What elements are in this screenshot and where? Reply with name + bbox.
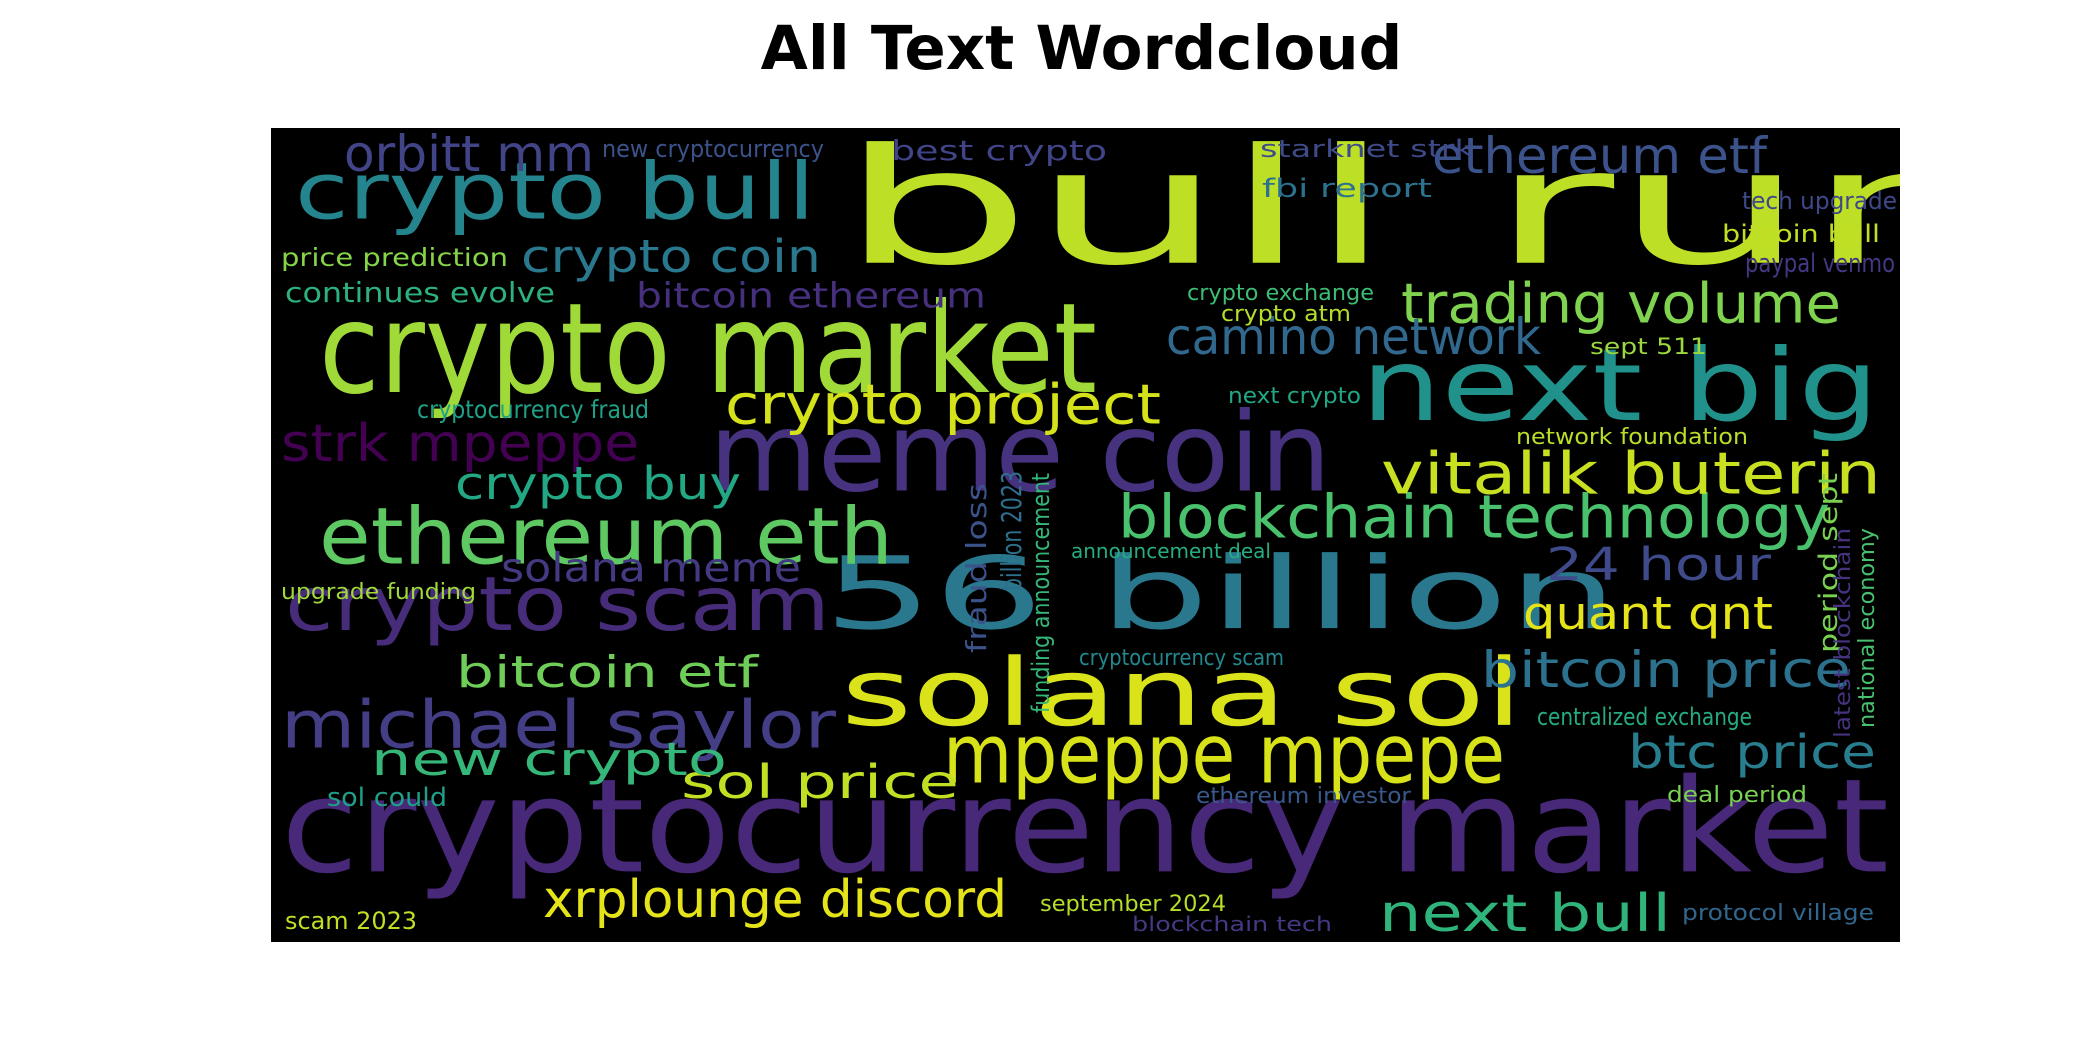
- word-quant-qnt: quant qnt: [1523, 587, 1773, 641]
- word-strk-mpeppe: strk mpeppe: [281, 412, 639, 474]
- word-sol-could: sol could: [327, 781, 447, 813]
- word-mpeppe-mpepe: mpeppe mpepe: [943, 707, 1505, 803]
- word-vitalik-buterin: vitalik buterin: [1381, 439, 1881, 508]
- word-orbitt-mm: orbitt mm: [344, 128, 594, 184]
- word-solana-meme: solana meme: [501, 544, 801, 592]
- word-crypto-atm: crypto atm: [1221, 300, 1351, 327]
- word-deal-period: deal period: [1667, 781, 1807, 808]
- word-michael-saylor: michael saylor: [281, 686, 836, 764]
- word-bitcoin-ethereum: bitcoin ethereum: [636, 274, 986, 316]
- word-sol-price: sol price: [681, 755, 959, 810]
- word-starknet-strk: starknet strk: [1260, 135, 1474, 164]
- word-crypto-coin: crypto coin: [521, 230, 821, 284]
- word-protocol-village: protocol village: [1682, 899, 1874, 926]
- word-tech-upgrade: tech upgrade: [1742, 187, 1897, 216]
- word-next-crypto: next crypto: [1228, 382, 1361, 409]
- word-upgrade-funding: upgrade funding: [281, 578, 476, 605]
- word-solana-sol: solana sol: [841, 638, 1523, 748]
- word-bitcoin-etf: bitcoin etf: [456, 645, 758, 698]
- word-new-crypto: new crypto: [371, 733, 727, 787]
- word-fraud-loss: fraud loss: [960, 483, 994, 653]
- word-september-2024: september 2024: [1040, 890, 1226, 917]
- word-crypto-scam: crypto scam: [285, 560, 830, 649]
- word-best-crypto: best crypto: [891, 134, 1107, 168]
- word-funding-announcement: funding announcement: [1027, 473, 1056, 713]
- word-cryptocurrency-market: cryptocurrency market: [281, 751, 1889, 903]
- word-crypto-bull: crypto bull: [295, 146, 815, 238]
- word-next-bull: next bull: [1379, 882, 1671, 942]
- word-scam-2023: scam 2023: [285, 907, 417, 936]
- word-cryptocurrency-scam: cryptocurrency scam: [1079, 644, 1284, 671]
- word-ethereum-etf: ethereum etf: [1432, 128, 1767, 186]
- word-ethereum-eth: ethereum eth: [319, 491, 893, 583]
- word-cryptocurrency-fraud: cryptocurrency fraud: [417, 394, 649, 425]
- word-56-billion: 56 billion: [823, 536, 1618, 653]
- word-announcement-deal: announcement deal: [1071, 539, 1271, 564]
- word-price-prediction: price prediction: [281, 242, 508, 273]
- word-new-cryptocurrency: new cryptocurrency: [602, 135, 824, 164]
- word-xrplounge-discord: xrplounge discord: [543, 868, 1007, 930]
- word-sept-511: sept 511: [1590, 333, 1707, 360]
- word-btc-price: btc price: [1628, 725, 1876, 780]
- word-national-economy: national economy: [1853, 528, 1880, 728]
- word-blockchain-technology: blockchain technology: [1118, 482, 1830, 553]
- word-bitcoin-bull: bitcoin bull: [1722, 220, 1880, 249]
- word-trading-volume: trading volume: [1401, 272, 1841, 336]
- word-crypto-buy: crypto buy: [455, 457, 741, 511]
- word-paypal-venmo: paypal venmo: [1745, 247, 1895, 279]
- word-continues-evolve: continues evolve: [285, 276, 555, 310]
- word-24-hour: 24 hour: [1546, 538, 1771, 592]
- word-bull-run: bull run: [839, 128, 1900, 301]
- word-network-foundation: network foundation: [1516, 423, 1748, 450]
- word-camino-network: camino network: [1166, 308, 1541, 367]
- word-crypto-market: crypto market: [319, 277, 1097, 423]
- page-title: All Text Wordcloud: [760, 13, 1403, 84]
- word-crypto-project: crypto project: [725, 373, 1161, 437]
- word-billion-2023: billion 2023: [995, 471, 1029, 591]
- word-fbi-report: fbi report: [1262, 172, 1432, 204]
- word-ethereum-investor: ethereum investor: [1196, 782, 1411, 809]
- word-next-big: next big: [1361, 328, 1879, 445]
- word-latest-blockchain: latest blockchain: [1829, 528, 1856, 738]
- wordcloud-canvas: bull run cryptocurrency market crypto mark…: [271, 128, 1900, 942]
- word-blockchain-tech: blockchain tech: [1132, 912, 1332, 937]
- word-bitcoin-price: bitcoin price: [1481, 641, 1851, 700]
- word-crypto-exchange: crypto exchange: [1187, 279, 1374, 306]
- word-centralized-exchange: centralized exchange: [1537, 703, 1752, 732]
- word-meme-coin: meme coin: [709, 388, 1331, 517]
